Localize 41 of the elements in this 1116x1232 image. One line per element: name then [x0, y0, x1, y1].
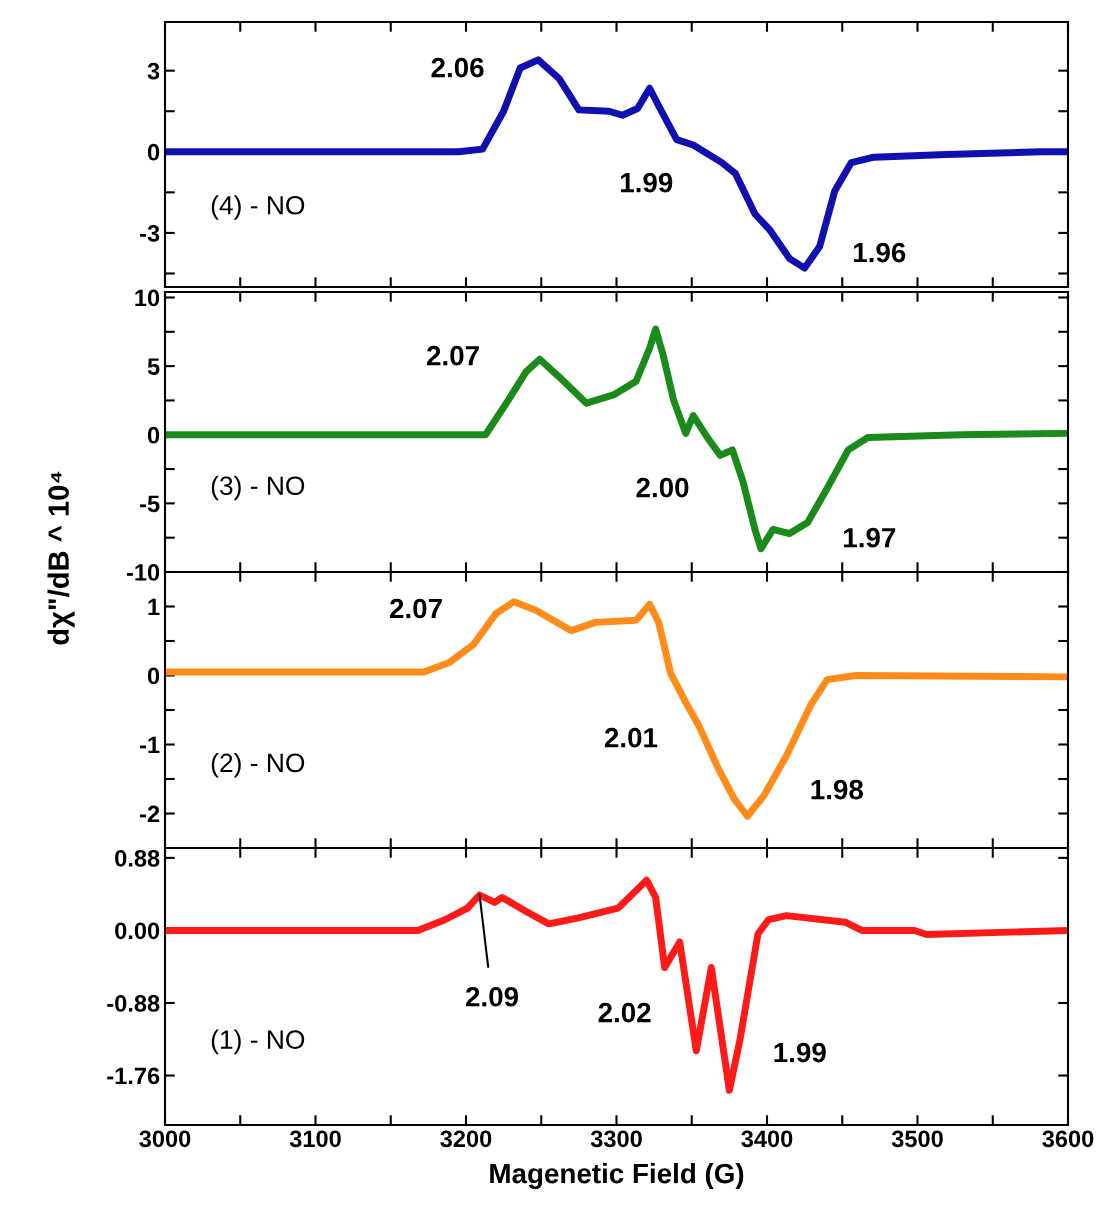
text: (1) - NO [211, 1029, 305, 1055]
y-tick-label: 0.88 [115, 849, 160, 867]
y-tick-label: 1 [148, 598, 160, 616]
y-tick-label: 3 [147, 62, 160, 80]
series-label: (4) - NO [211, 195, 305, 220]
y-tick-label: 0 [147, 143, 160, 161]
y-tick-label: -5 [140, 495, 160, 513]
annotation: 1.98 [811, 779, 864, 800]
y-axis-title: dχ"/dB ^ 10⁴ [47, 471, 75, 645]
x-tick-label: 3300 [590, 1130, 642, 1148]
annotation: 1.99 [774, 1042, 826, 1063]
y-tick-label: -1.76 [107, 1067, 160, 1085]
y-tick-label: -0.88 [107, 995, 160, 1012]
annotation: 2.01 [604, 727, 658, 748]
y-tick-label: -1 [140, 736, 160, 754]
y-tick-label: -10 [126, 564, 160, 581]
annotation: 1.99 [621, 172, 673, 193]
y-tick-label: 0.00 [115, 922, 160, 940]
x-tick-label: 3400 [741, 1130, 793, 1148]
x-tick-label: 3000 [139, 1130, 191, 1148]
y-tick-label: 0 [147, 426, 160, 444]
y-tick-label: 5 [147, 358, 160, 375]
annotation: 1.97 [844, 527, 896, 548]
x-tick-label: 3500 [891, 1130, 943, 1148]
y-tick-label: 0 [147, 667, 160, 685]
y-tick-label: -3 [140, 224, 160, 242]
annotation: 2.07 [426, 345, 479, 366]
y-tick-label: -2 [140, 805, 160, 823]
text: (2) - NO [211, 752, 305, 778]
annotation: 1.96 [853, 242, 906, 263]
annotation: 2.00 [636, 477, 689, 498]
x-tick-label: 3200 [440, 1130, 492, 1148]
annotation: 2.06 [431, 57, 484, 78]
annotation: 2.09 [465, 986, 519, 1007]
x-axis-title: Magenetic Field (G) [490, 1162, 744, 1189]
annotation: 2.02 [598, 1002, 651, 1023]
annotation: 2.07 [389, 598, 442, 619]
series-label: (3) - NO [211, 475, 305, 501]
x-tick-label: 3600 [1042, 1130, 1094, 1148]
x-tick-label: 3100 [289, 1130, 341, 1148]
y-tick-label: 10 [135, 289, 160, 307]
